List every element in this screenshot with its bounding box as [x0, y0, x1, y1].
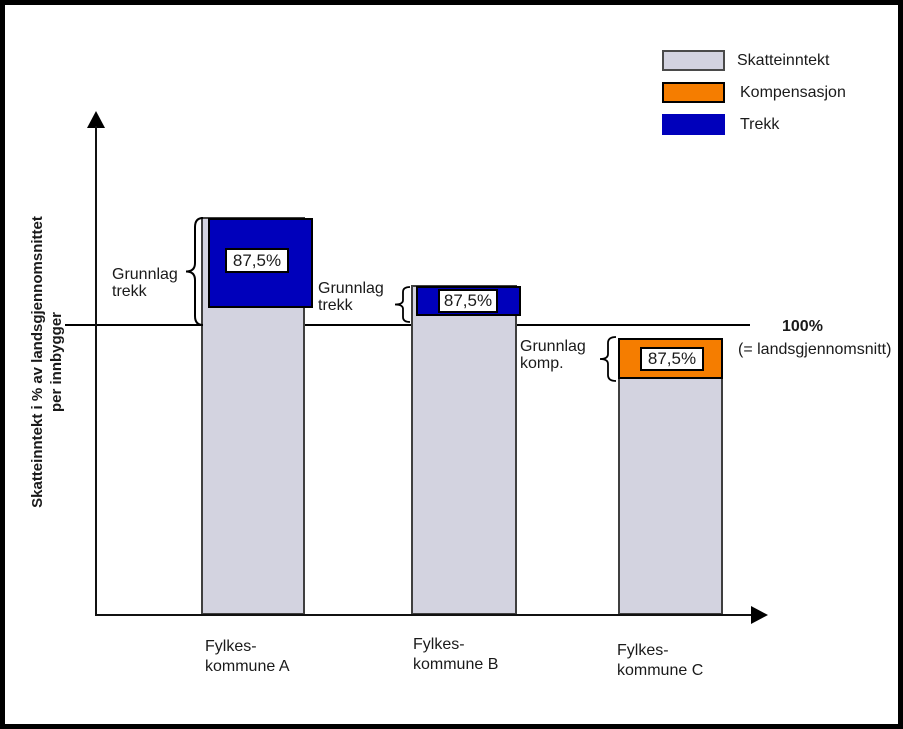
x-axis-line [95, 614, 753, 616]
brace-grunnlag-trekk-b [394, 286, 411, 323]
annotation-a-line2: trekk [112, 283, 147, 300]
value-label-c-text: 87,5% [647, 349, 697, 368]
annotation-c-line1: Grunnlag [520, 338, 586, 355]
category-a-line2: kommune A [205, 658, 290, 675]
category-c-line2: kommune C [617, 662, 704, 679]
annotation-b-line1: Grunnlag [318, 280, 384, 297]
reference-line-100 [65, 324, 750, 326]
category-label-c: Fylkes- kommune C [617, 641, 703, 681]
annotation-grunnlag-trekk-a: Grunnlag trekk [112, 266, 178, 300]
y-axis-title-line2: per innbygger [48, 312, 65, 413]
legend-swatch-kompensasjon [662, 82, 725, 103]
legend-label-trekk: Trekk [740, 116, 780, 133]
legend-label-skatteinntekt: Skatteinntekt [737, 52, 830, 69]
value-label-a-text: 87,5% [232, 250, 282, 270]
legend-swatch-skatteinntekt [662, 50, 725, 71]
category-c-line1: Fylkes- [617, 642, 669, 659]
reference-line-label: 100% [782, 318, 823, 335]
value-label-c: 87,5% [640, 347, 704, 371]
annotation-grunnlag-komp-c: Grunnlag komp. [520, 338, 586, 372]
category-label-a: Fylkes- kommune A [205, 637, 289, 677]
annotation-c-line2: komp. [520, 355, 564, 372]
x-axis-arrow-icon [751, 606, 768, 624]
bar-skatteinntekt-c [618, 340, 723, 615]
category-a-line1: Fylkes- [205, 638, 257, 655]
reference-line-sublabel: (= landsgjennomsnitt) [738, 341, 892, 358]
annotation-b-line2: trekk [318, 297, 353, 314]
value-label-b-text: 87,5% [443, 291, 493, 310]
category-b-line2: kommune B [413, 656, 499, 673]
legend-label-kompensasjon: Kompensasjon [740, 84, 846, 101]
legend-swatch-trekk [662, 114, 725, 135]
value-label-b: 87,5% [438, 289, 498, 313]
y-axis-arrow-icon [87, 111, 105, 128]
category-label-b: Fylkes- kommune B [413, 635, 498, 675]
bar-skatteinntekt-b [411, 285, 517, 615]
y-axis-title: Skatteinntekt i % av landsgjennomsnittet… [28, 207, 66, 517]
annotation-grunnlag-trekk-b: Grunnlag trekk [318, 280, 384, 314]
category-b-line1: Fylkes- [413, 636, 465, 653]
brace-grunnlag-komp-c [599, 336, 617, 382]
annotation-a-line1: Grunnlag [112, 266, 178, 283]
y-axis-title-line1: Skatteinntekt i % av landsgjennomsnittet [29, 216, 46, 508]
value-label-a: 87,5% [225, 248, 289, 273]
y-axis-line [95, 126, 97, 616]
